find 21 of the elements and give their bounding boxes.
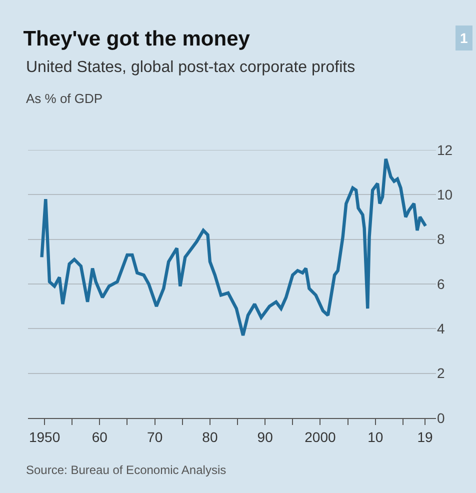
y-tick-label: 10 bbox=[437, 186, 453, 203]
source-note: Source: Bureau of Economic Analysis bbox=[26, 463, 226, 477]
chart-subtitle: United States, global post-tax corporate profits bbox=[26, 59, 356, 76]
y-axis-title: As % of GDP bbox=[26, 91, 103, 106]
x-tick-label: 1950 bbox=[28, 428, 60, 445]
chart-title: They've got the money bbox=[23, 27, 250, 50]
y-tick-label: 8 bbox=[437, 231, 445, 248]
y-tick-label: 0 bbox=[437, 410, 445, 426]
y-tick-label: 12 bbox=[437, 142, 453, 158]
x-tick-label: 70 bbox=[147, 428, 163, 445]
y-tick-label: 6 bbox=[437, 276, 445, 292]
x-tick-label: 60 bbox=[92, 428, 108, 445]
y-tick-label: 2 bbox=[437, 365, 445, 382]
x-tick-label: 10 bbox=[368, 428, 384, 445]
x-tick-label: 80 bbox=[202, 428, 218, 445]
line-series bbox=[40, 157, 428, 337]
text: 1 bbox=[460, 30, 468, 46]
x-tick-label: 90 bbox=[257, 428, 274, 445]
x-tick-label: 19 bbox=[417, 428, 433, 445]
x-tick-label: 2000 bbox=[304, 428, 336, 445]
y-tick-label: 4 bbox=[437, 320, 445, 337]
